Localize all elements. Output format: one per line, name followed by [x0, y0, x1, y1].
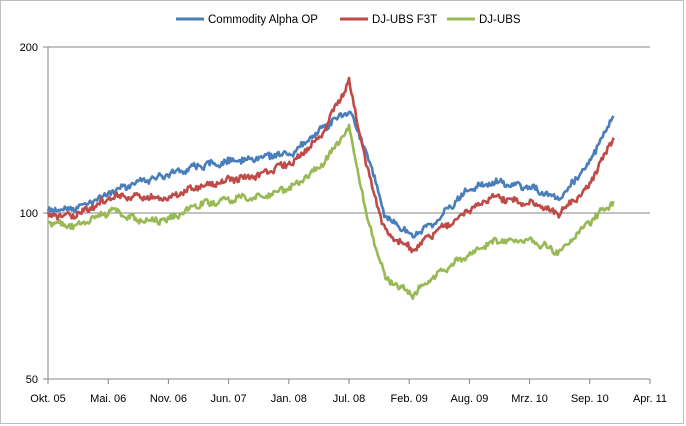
series-lines [46, 76, 615, 301]
x-tick-label: Okt. 05 [30, 393, 65, 405]
legend-label-1: Commodity Alpha OP [208, 14, 318, 26]
legend: Commodity Alpha OP DJ-UBS F3T DJ-UBS [176, 14, 521, 26]
x-tick-label: Jan. 08 [271, 393, 307, 405]
x-tick-label: Mrz. 10 [511, 393, 548, 405]
x-tick-label: Aug. 09 [450, 393, 488, 405]
x-tick-label: Nov. 06 [150, 393, 187, 405]
gridlines [48, 46, 650, 214]
x-tick-label: Apr. 11 [633, 393, 667, 405]
x-tick-label: Feb. 09 [391, 393, 428, 405]
y-tick-label: 200 [20, 42, 38, 54]
x-tick-labels: Okt. 05 Mai. 06 Nov. 06 Jun. 07 Jan. 08 Jul. … [30, 393, 667, 405]
x-tick-label: Mai. 06 [90, 393, 126, 405]
legend-label-3: DJ-UBS [479, 14, 521, 26]
x-tick-label: Jul. 08 [333, 393, 365, 405]
y-tick-label: 100 [20, 208, 38, 220]
series-line-2 [46, 76, 615, 254]
x-tick-label: Sep. 10 [571, 393, 609, 405]
y-tick-label: 50 [26, 374, 38, 386]
y-tick-labels: 50 100 200 [20, 42, 38, 386]
series-line-1 [46, 110, 615, 239]
series-line-3 [47, 123, 615, 301]
x-tick-label: Jun. 07 [211, 393, 247, 405]
legend-label-2: DJ-UBS F3T [372, 14, 437, 26]
